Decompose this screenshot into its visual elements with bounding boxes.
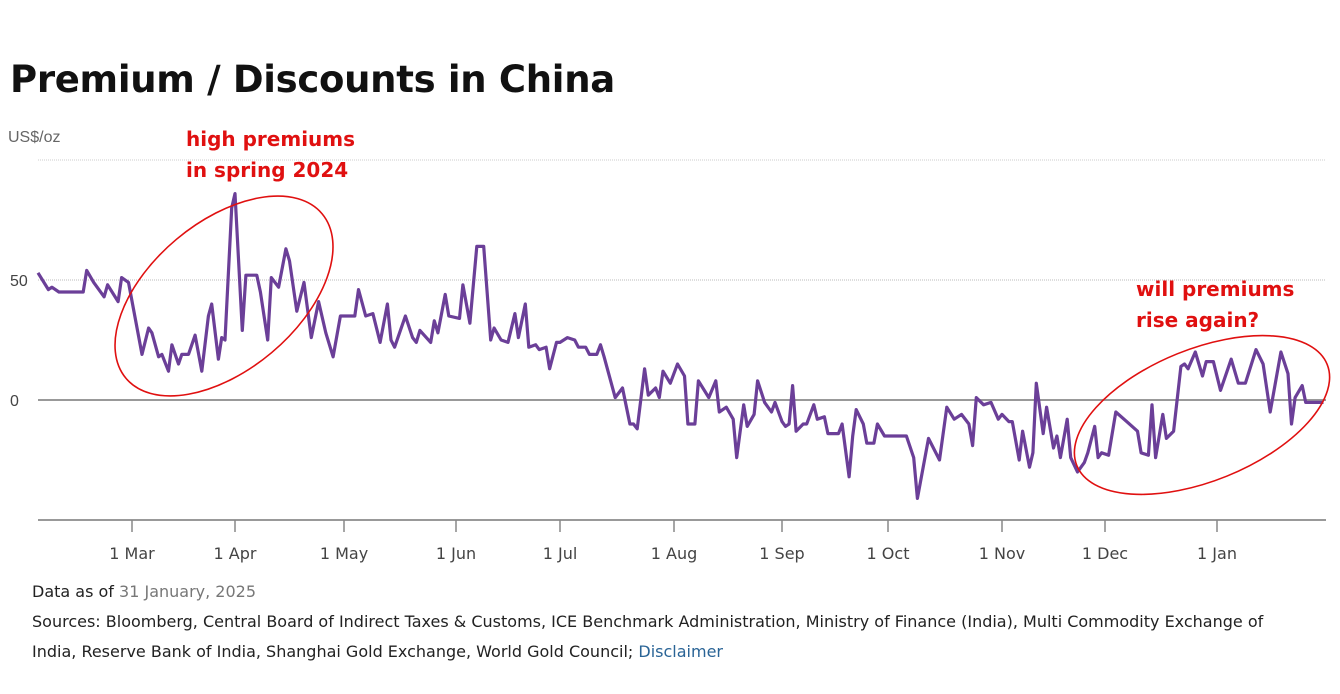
- annotation-ellipse-spring: [114, 195, 334, 397]
- y-tick-label: 50: [10, 273, 28, 290]
- data-as-of-date: 31 January, 2025: [119, 582, 257, 601]
- sources-line2: India, Reserve Bank of India, Shanghai G…: [32, 642, 723, 661]
- x-tick-label: 1 Aug: [651, 544, 698, 563]
- x-tick-label: 1 Sep: [759, 544, 804, 563]
- annotation-spring-line2: in spring 2024: [186, 158, 349, 182]
- annotation-spring-line1: high premiums: [186, 127, 356, 151]
- x-tick-label: 1 May: [320, 544, 368, 563]
- series-line-premium: [36, 192, 1324, 500]
- x-tick-label: 1 Mar: [109, 544, 155, 563]
- x-tick-label: 1 Jan: [1197, 544, 1237, 563]
- annotation-rise-line1: will premiums: [1136, 277, 1295, 301]
- x-tick-label: 1 Dec: [1082, 544, 1128, 563]
- data-as-of: Data as of 31 January, 2025: [32, 582, 256, 601]
- sources-line1: Sources: Bloomberg, Central Board of Ind…: [32, 612, 1264, 631]
- annotation-rise: will premiums rise again?: [1136, 274, 1294, 336]
- data-as-of-label: Data as of: [32, 582, 114, 601]
- x-tick-label: 1 Oct: [867, 544, 910, 563]
- x-tick-label: 1 Nov: [979, 544, 1026, 563]
- x-tick-label: 1 Jul: [543, 544, 578, 563]
- sources-line2-text: India, Reserve Bank of India, Shanghai G…: [32, 642, 634, 661]
- y-tick-label: 0: [10, 393, 19, 410]
- annotation-ellipse-rise: [1073, 334, 1331, 496]
- disclaimer-link[interactable]: Disclaimer: [638, 642, 723, 661]
- x-tick-label: 1 Apr: [214, 544, 257, 563]
- x-tick-label: 1 Jun: [436, 544, 476, 563]
- y-axis-unit-label: US$/oz: [8, 129, 61, 146]
- chart-title: Premium / Discounts in China: [10, 58, 615, 101]
- annotation-rise-line2: rise again?: [1136, 308, 1260, 332]
- annotation-spring: high premiums in spring 2024: [186, 124, 355, 186]
